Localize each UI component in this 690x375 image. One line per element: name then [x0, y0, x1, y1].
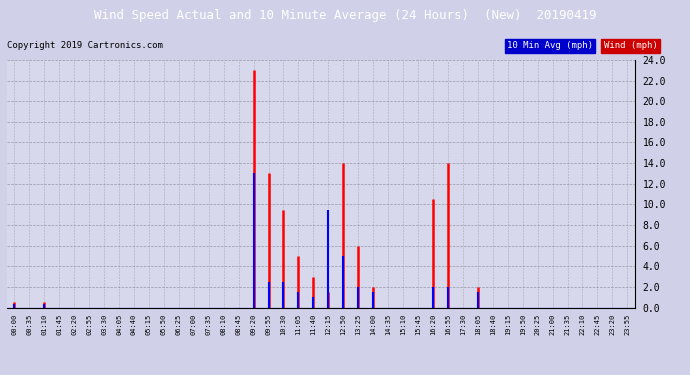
Text: Wind Speed Actual and 10 Minute Average (24 Hours)  (New)  20190419: Wind Speed Actual and 10 Minute Average … — [94, 9, 596, 22]
Text: 10 Min Avg (mph): 10 Min Avg (mph) — [507, 42, 593, 51]
Text: Copyright 2019 Cartronics.com: Copyright 2019 Cartronics.com — [7, 42, 163, 51]
Text: Wind (mph): Wind (mph) — [604, 42, 658, 51]
